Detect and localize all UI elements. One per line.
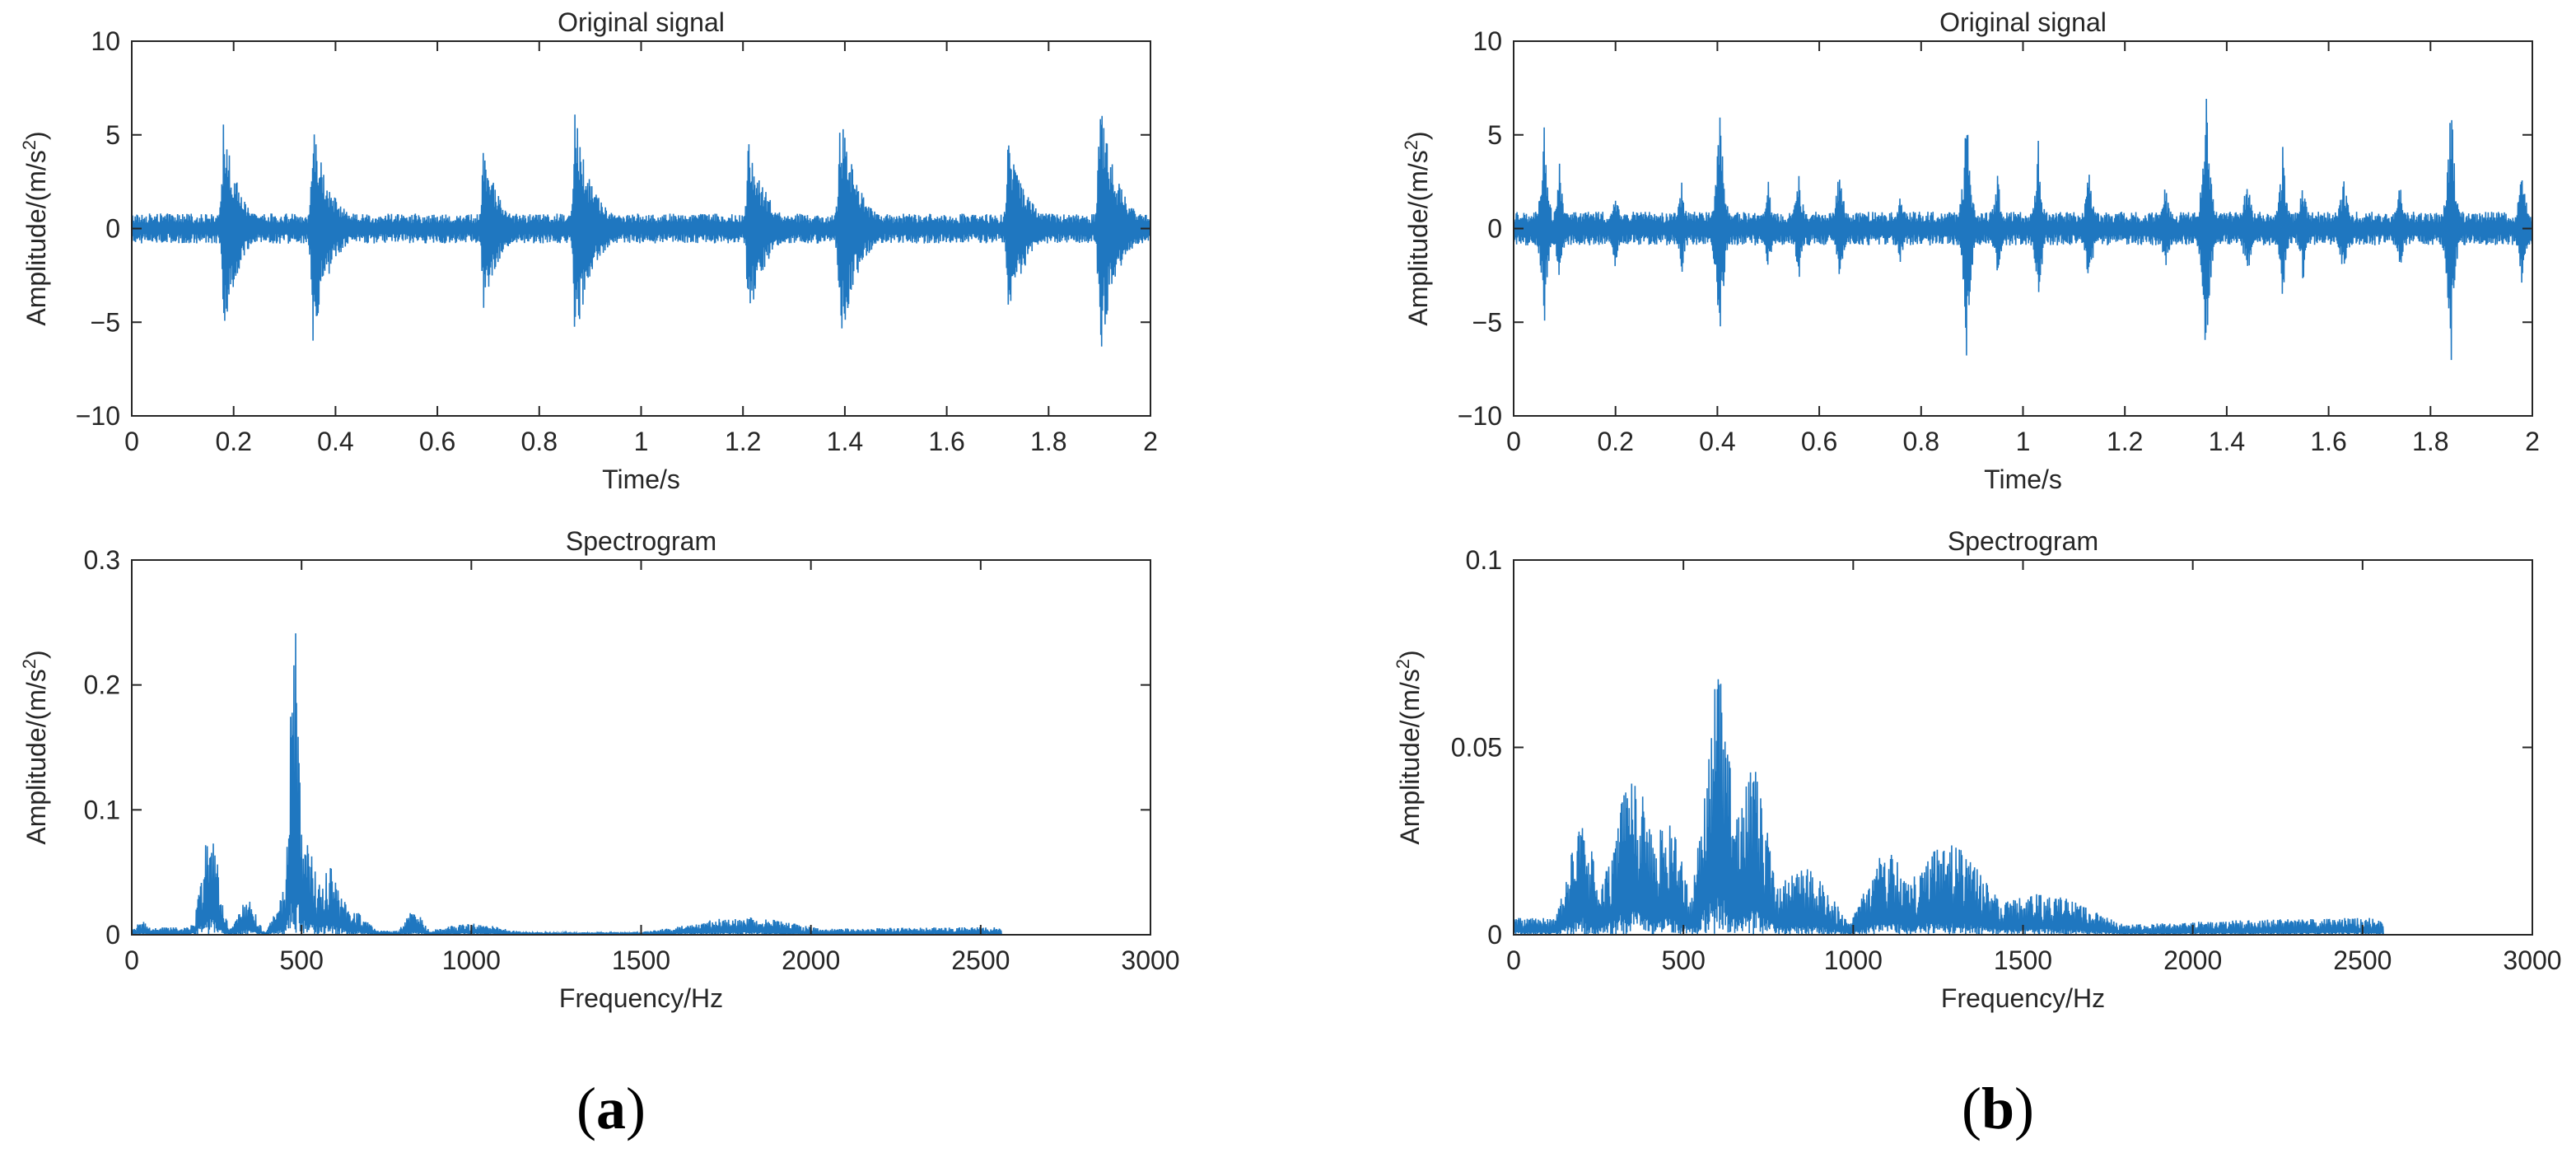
x-tick-label: 0.2 [1597,427,1633,456]
x-tick-label: 2000 [782,945,840,975]
x-tick-label: 0.6 [419,427,455,456]
y-axis-label: Amplitude/(m/s2) [19,650,51,844]
chart-title: Spectrogram [1948,526,2098,556]
x-tick-label: 1500 [612,945,670,975]
y-tick-label: 0.05 [1451,733,1502,763]
x-tick-label: 500 [1661,945,1705,975]
panel-label-a-close: ) [625,1076,646,1141]
y-axis-label: Amplitude/(m/s2) [1401,131,1433,325]
x-tick-label: 1.8 [2412,427,2448,456]
x-tick-label: 0.8 [1903,427,1939,456]
x-axis-label: Time/s [602,464,680,494]
x-axis-label: Time/s [1984,464,2062,494]
chart-title: Original signal [558,7,725,37]
x-tick-label: 2000 [2163,945,2222,975]
chart-b-time: 0 0.2 0.4 0.6 0.8 1 1.2 1.4 1.6 1.8 2 −10 −5 0 5 10 Orig… [1401,7,2540,494]
x-tick-label: 1.4 [2209,427,2245,456]
x-tick-label: 0 [1506,945,1521,975]
panel-label-b-open: ( [1962,1076,1981,1141]
y-axis-label-base: Amplitude/(m/s [21,150,51,325]
x-tick-label: 500 [279,945,323,975]
x-tick-label: 0.4 [1699,427,1735,456]
x-tick-label: 0.8 [521,427,558,456]
y-tick-label: 0 [105,214,120,244]
y-tick-label: 0 [1487,214,1502,244]
y-axis-label-base: Amplitude/(m/s [21,669,51,844]
y-axis-label: Amplitude/(m/s2) [19,131,51,325]
chart-title: Spectrogram [566,526,716,556]
x-tick-label: 1.2 [2107,427,2143,456]
y-tick-label: −5 [1472,307,1502,337]
x-tick-label: 0.2 [215,427,251,456]
x-tick-label: 1 [634,427,649,456]
panel-label-a-open: ( [576,1076,596,1141]
x-tick-label: 3000 [1121,945,1179,975]
panel-label-a-letter: a [595,1076,626,1141]
plot-area [132,560,1150,935]
series-line-b-spec [1514,679,2532,935]
y-tick-label: 0 [1487,920,1502,950]
y-axis-label-base: Amplitude/(m/s [1395,669,1425,844]
x-tick-label: 0 [124,945,139,975]
series-line-b-time [1514,98,2532,361]
x-tick-label: 0 [1506,427,1521,456]
x-tick-label: 1.6 [2310,427,2346,456]
y-tick-label: 0.2 [84,670,120,700]
y-axis-label: Amplitude/(m/s2) [1393,650,1425,844]
y-tick-label: 5 [1487,120,1502,150]
y-tick-label: 0 [105,920,120,950]
x-axis-label: Frequency/Hz [1941,983,2105,1013]
x-tick-label: 2 [2525,427,2540,456]
x-tick-label: 1.4 [827,427,863,456]
x-tick-label: 1.2 [725,427,761,456]
panel-label-b: (b) [1962,1075,2034,1143]
chart-a-spec: 0 500 1000 1500 2000 2500 3000 0 0.1 0.2 0.3 Spectr… [19,526,1180,1013]
y-tick-label: −10 [76,401,120,431]
x-tick-label: 1.8 [1030,427,1066,456]
y-tick-label: 10 [1472,26,1502,56]
y-axis-label-end: ) [21,131,51,140]
y-axis-label-end: ) [21,650,51,659]
plot-area [1514,560,2532,935]
panel-label-b-close: ) [2014,1076,2035,1141]
x-tick-label: 2500 [2333,945,2392,975]
y-tick-label: −5 [91,307,120,337]
x-tick-label: 2500 [951,945,1010,975]
series-line-a-time [132,114,1150,347]
x-tick-label: 0 [124,427,139,456]
y-axis-label-sup: 2 [19,659,40,669]
y-tick-label: −10 [1458,401,1502,431]
x-tick-label: 1 [2016,427,2031,456]
x-tick-label: 3000 [2503,945,2561,975]
x-tick-label: 1000 [1824,945,1883,975]
panel-label-b-letter: b [1981,1076,2015,1141]
y-axis-label-sup: 2 [19,140,40,150]
x-axis-label: Frequency/Hz [559,983,723,1013]
chart-title: Original signal [1939,7,2107,37]
y-tick-label: 0.3 [84,545,120,575]
y-axis-label-sup: 2 [1401,140,1421,150]
x-tick-label: 0.6 [1801,427,1837,456]
y-axis-label-end: ) [1395,650,1425,659]
x-tick-label: 1000 [442,945,501,975]
y-tick-label: 0.1 [1466,545,1502,575]
x-tick-label: 1500 [1994,945,2052,975]
x-tick-label: 1.6 [928,427,964,456]
y-axis-label-base: Amplitude/(m/s [1403,150,1433,325]
y-tick-label: 10 [91,26,120,56]
y-axis-label-end: ) [1403,131,1433,140]
chart-b-spec: 0 500 1000 1500 2000 2500 3000 0 0.05 0.1 Spectrog… [1393,526,2562,1013]
chart-a-time: 0 0.2 0.4 0.6 0.8 1 1.2 1.4 1.6 1.8 2 −10 −5 0 5 10 Orig… [19,7,1158,494]
y-tick-label: 0.1 [84,795,120,824]
y-axis-label-sup: 2 [1393,659,1413,669]
panel-label-a: (a) [576,1075,646,1143]
x-tick-label: 0.4 [317,427,353,456]
x-tick-label: 2 [1143,427,1158,456]
y-tick-label: 5 [105,120,120,150]
